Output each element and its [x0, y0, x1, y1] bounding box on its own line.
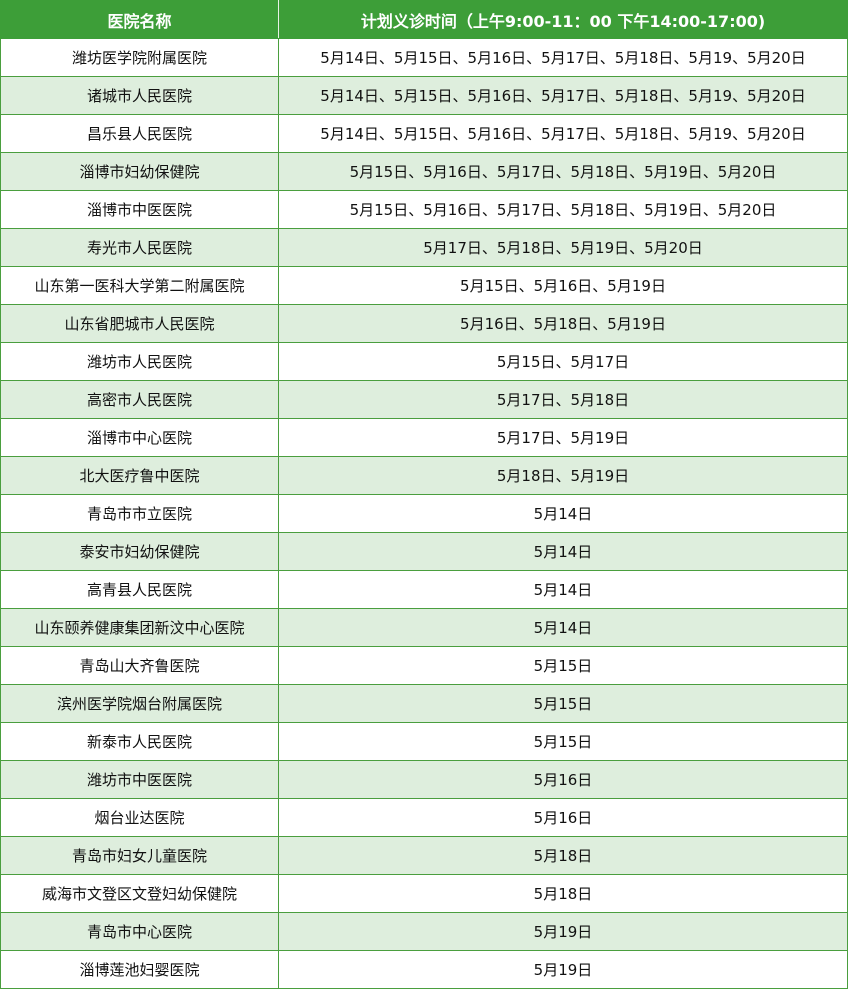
schedule-cell: 5月18日、5月19日: [278, 456, 848, 495]
schedule-cell: 5月14日: [278, 608, 848, 647]
schedule-cell: 5月19日: [278, 950, 848, 989]
table-row: 青岛市市立医院 5月14日: [0, 494, 848, 533]
header-row: 医院名称 计划义诊时间（上午9:00-11：00 下午14:00-17:00): [0, 0, 848, 39]
table-row: 淄博莲池妇婴医院 5月19日: [0, 950, 848, 989]
table-row: 新泰市人民医院 5月15日: [0, 722, 848, 761]
hospital-name-cell: 山东颐养健康集团新汶中心医院: [0, 608, 279, 647]
header-hospital-name: 医院名称: [0, 0, 279, 39]
table-row: 青岛山大齐鲁医院 5月15日: [0, 646, 848, 685]
table-row: 淄博市中心医院 5月17日、5月19日: [0, 418, 848, 457]
table-row: 山东第一医科大学第二附属医院 5月15日、5月16日、5月19日: [0, 266, 848, 305]
hospital-name-cell: 潍坊市人民医院: [0, 342, 279, 381]
table-row: 烟台业达医院 5月16日: [0, 798, 848, 837]
hospital-name-cell: 淄博莲池妇婴医院: [0, 950, 279, 989]
hospital-name-cell: 潍坊医学院附属医院: [0, 38, 279, 77]
table-row: 北大医疗鲁中医院 5月18日、5月19日: [0, 456, 848, 495]
header-schedule-time: 计划义诊时间（上午9:00-11：00 下午14:00-17:00): [278, 0, 848, 39]
schedule-cell: 5月14日: [278, 570, 848, 609]
schedule-cell: 5月15日: [278, 684, 848, 723]
table-row: 淄博市中医医院 5月15日、5月16日、5月17日、5月18日、5月19日、5月2…: [0, 190, 848, 229]
hospital-name-cell: 山东第一医科大学第二附属医院: [0, 266, 279, 305]
hospital-name-cell: 山东省肥城市人民医院: [0, 304, 279, 343]
hospital-name-cell: 青岛市市立医院: [0, 494, 279, 533]
hospital-name-cell: 诸城市人民医院: [0, 76, 279, 115]
schedule-cell: 5月15日、5月17日: [278, 342, 848, 381]
table-row: 寿光市人民医院 5月17日、5月18日、5月19日、5月20日: [0, 228, 848, 267]
table-row: 潍坊市人民医院 5月15日、5月17日: [0, 342, 848, 381]
hospital-name-cell: 威海市文登区文登妇幼保健院: [0, 874, 279, 913]
hospital-name-cell: 寿光市人民医院: [0, 228, 279, 267]
hospital-name-cell: 淄博市中心医院: [0, 418, 279, 457]
table-row: 威海市文登区文登妇幼保健院 5月18日: [0, 874, 848, 913]
schedule-cell: 5月16日、5月18日、5月19日: [278, 304, 848, 343]
table-row: 山东省肥城市人民医院 5月16日、5月18日、5月19日: [0, 304, 848, 343]
hospital-name-cell: 滨州医学院烟台附属医院: [0, 684, 279, 723]
schedule-cell: 5月17日、5月19日: [278, 418, 848, 457]
schedule-cell: 5月19日: [278, 912, 848, 951]
schedule-cell: 5月17日、5月18日、5月19日、5月20日: [278, 228, 848, 267]
hospital-name-cell: 新泰市人民医院: [0, 722, 279, 761]
schedule-cell: 5月14日、5月15日、5月16日、5月17日、5月18日、5月19、5月20日: [278, 76, 848, 115]
hospital-name-cell: 高青县人民医院: [0, 570, 279, 609]
table-row: 潍坊医学院附属医院 5月14日、5月15日、5月16日、5月17日、5月18日、5…: [0, 38, 848, 77]
schedule-cell: 5月15日、5月16日、5月19日: [278, 266, 848, 305]
schedule-cell: 5月14日、5月15日、5月16日、5月17日、5月18日、5月19、5月20日: [278, 114, 848, 153]
table-row: 昌乐县人民医院 5月14日、5月15日、5月16日、5月17日、5月18日、5月1…: [0, 114, 848, 153]
schedule-cell: 5月18日: [278, 874, 848, 913]
hospital-name-cell: 淄博市中医医院: [0, 190, 279, 229]
table-row: 诸城市人民医院 5月14日、5月15日、5月16日、5月17日、5月18日、5月1…: [0, 76, 848, 115]
table-row: 潍坊市中医医院 5月16日: [0, 760, 848, 799]
hospital-name-cell: 青岛市中心医院: [0, 912, 279, 951]
schedule-cell: 5月14日、5月15日、5月16日、5月17日、5月18日、5月19、5月20日: [278, 38, 848, 77]
schedule-cell: 5月14日: [278, 494, 848, 533]
schedule-cell: 5月15日、5月16日、5月17日、5月18日、5月19日、5月20日: [278, 152, 848, 191]
hospital-name-cell: 北大医疗鲁中医院: [0, 456, 279, 495]
hospital-name-cell: 高密市人民医院: [0, 380, 279, 419]
schedule-cell: 5月14日: [278, 532, 848, 571]
schedule-cell: 5月15日、5月16日、5月17日、5月18日、5月19日、5月20日: [278, 190, 848, 229]
schedule-cell: 5月17日、5月18日: [278, 380, 848, 419]
schedule-cell: 5月16日: [278, 798, 848, 837]
table-row: 泰安市妇幼保健院 5月14日: [0, 532, 848, 571]
hospital-name-cell: 潍坊市中医医院: [0, 760, 279, 799]
hospital-name-cell: 泰安市妇幼保健院: [0, 532, 279, 571]
table-row: 高密市人民医院 5月17日、5月18日: [0, 380, 848, 419]
schedule-cell: 5月15日: [278, 646, 848, 685]
table-row: 淄博市妇幼保健院 5月15日、5月16日、5月17日、5月18日、5月19日、5月…: [0, 152, 848, 191]
table-row: 山东颐养健康集团新汶中心医院 5月14日: [0, 608, 848, 647]
hospital-name-cell: 青岛山大齐鲁医院: [0, 646, 279, 685]
schedule-cell: 5月15日: [278, 722, 848, 761]
hospital-name-cell: 昌乐县人民医院: [0, 114, 279, 153]
table-row: 青岛市妇女儿童医院 5月18日: [0, 836, 848, 875]
table-row: 高青县人民医院 5月14日: [0, 570, 848, 609]
hospital-name-cell: 淄博市妇幼保健院: [0, 152, 279, 191]
table-row: 青岛市中心医院 5月19日: [0, 912, 848, 951]
hospital-name-cell: 烟台业达医院: [0, 798, 279, 837]
schedule-cell: 5月18日: [278, 836, 848, 875]
hospital-name-cell: 青岛市妇女儿童医院: [0, 836, 279, 875]
schedule-cell: 5月16日: [278, 760, 848, 799]
table-row: 滨州医学院烟台附属医院 5月15日: [0, 684, 848, 723]
